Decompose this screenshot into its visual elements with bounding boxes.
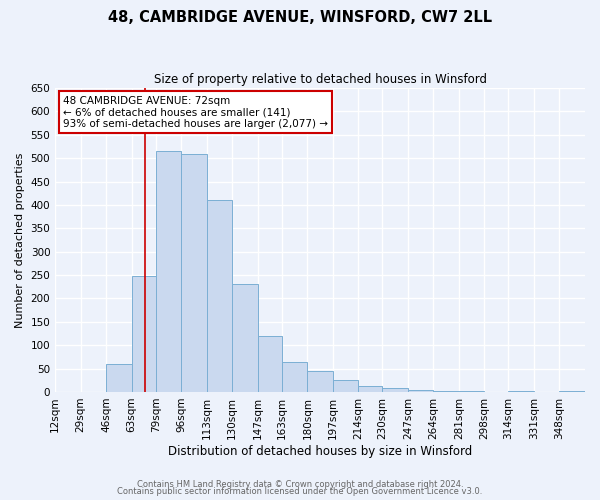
- Title: Size of property relative to detached houses in Winsford: Size of property relative to detached ho…: [154, 72, 487, 86]
- Bar: [156, 151, 181, 392]
- Bar: [408, 390, 433, 392]
- Bar: [307, 371, 333, 392]
- Bar: [258, 336, 282, 392]
- Text: 48 CAMBRIDGE AVENUE: 72sqm
← 6% of detached houses are smaller (141)
93% of semi: 48 CAMBRIDGE AVENUE: 72sqm ← 6% of detac…: [63, 96, 328, 129]
- Bar: [333, 380, 358, 392]
- Bar: [132, 276, 156, 392]
- Text: 48, CAMBRIDGE AVENUE, WINSFORD, CW7 2LL: 48, CAMBRIDGE AVENUE, WINSFORD, CW7 2LL: [108, 10, 492, 25]
- Bar: [106, 364, 132, 392]
- Text: Contains public sector information licensed under the Open Government Licence v3: Contains public sector information licen…: [118, 487, 482, 496]
- Bar: [207, 200, 232, 392]
- X-axis label: Distribution of detached houses by size in Winsford: Distribution of detached houses by size …: [168, 444, 472, 458]
- Y-axis label: Number of detached properties: Number of detached properties: [15, 152, 25, 328]
- Bar: [559, 391, 585, 392]
- Bar: [181, 154, 207, 392]
- Bar: [382, 388, 408, 392]
- Bar: [232, 284, 258, 392]
- Bar: [358, 386, 382, 392]
- Bar: [433, 390, 459, 392]
- Text: Contains HM Land Registry data © Crown copyright and database right 2024.: Contains HM Land Registry data © Crown c…: [137, 480, 463, 489]
- Bar: [282, 362, 307, 392]
